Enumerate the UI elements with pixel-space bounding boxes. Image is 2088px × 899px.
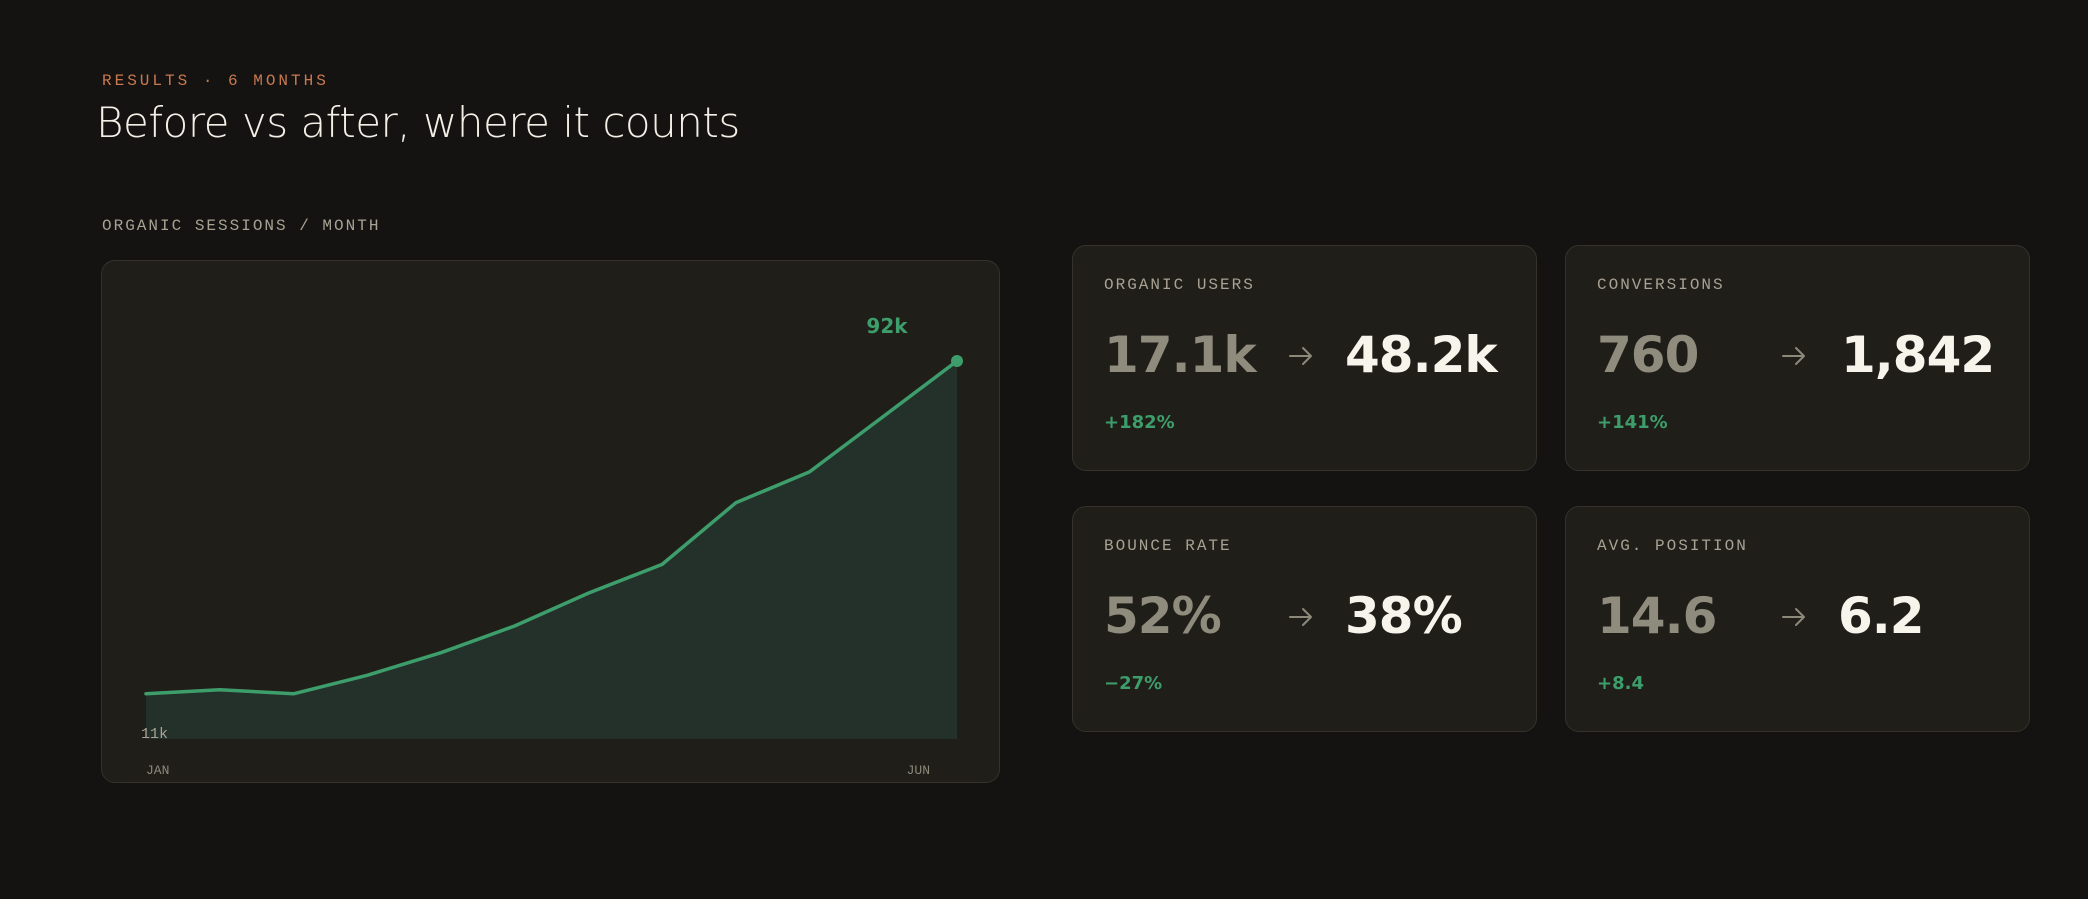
stat-delta: +8.4 — [1597, 673, 1644, 694]
stat-after-value: 6.2 — [1838, 587, 1925, 645]
arrow-right-icon — [1782, 608, 1805, 626]
sessions-line — [144, 359, 959, 696]
stat-before-value: 760 — [1597, 326, 1699, 384]
sessions-area-fill — [146, 361, 957, 739]
stat-delta: +182% — [1104, 412, 1175, 433]
chart-title: ORGANIC SESSIONS / MONTH — [102, 217, 381, 235]
stat-label: ORGANIC USERS — [1104, 276, 1255, 294]
arrow-right-icon — [1289, 347, 1312, 365]
stat-label: CONVERSIONS — [1597, 276, 1725, 294]
stat-label: AVG. POSITION — [1597, 537, 1748, 555]
x-tick-label-end: JUN — [907, 763, 930, 778]
x-tick-label-start: JAN — [146, 763, 169, 778]
arrow-right-icon — [1289, 608, 1312, 626]
sessions-end-point — [951, 355, 963, 367]
stat-card-organic-users: ORGANIC USERS 17.1k 48.2k +182% — [1072, 245, 1537, 471]
stat-card-conversions: CONVERSIONS 760 1,842 +141% — [1565, 245, 2030, 471]
start-value-label: 11k — [141, 726, 168, 743]
end-value-label: 92k — [866, 314, 908, 338]
stat-delta: −27% — [1104, 673, 1163, 694]
page-title: Before vs after, where it counts — [96, 98, 740, 147]
sessions-chart-card: 92k 11k JAN JUN — [101, 260, 1000, 783]
stat-after-value: 48.2k — [1345, 326, 1498, 384]
stat-before-value: 14.6 — [1597, 587, 1717, 645]
stat-before-value: 17.1k — [1104, 326, 1257, 384]
stat-after-value: 38% — [1345, 587, 1463, 645]
stat-label: BOUNCE RATE — [1104, 537, 1232, 555]
stat-before-value: 52% — [1104, 587, 1222, 645]
stat-card-avg-position: AVG. POSITION 14.6 6.2 +8.4 — [1565, 506, 2030, 732]
stat-after-value: 1,842 — [1841, 326, 1995, 384]
stat-delta: +141% — [1597, 412, 1668, 433]
sessions-chart: 92k 11k JAN JUN — [141, 314, 963, 778]
stat-card-bounce-rate: BOUNCE RATE 52% 38% −27% — [1072, 506, 1537, 732]
arrow-right-icon — [1782, 347, 1805, 365]
section-eyebrow: RESULTS · 6 MONTHS — [102, 72, 329, 90]
